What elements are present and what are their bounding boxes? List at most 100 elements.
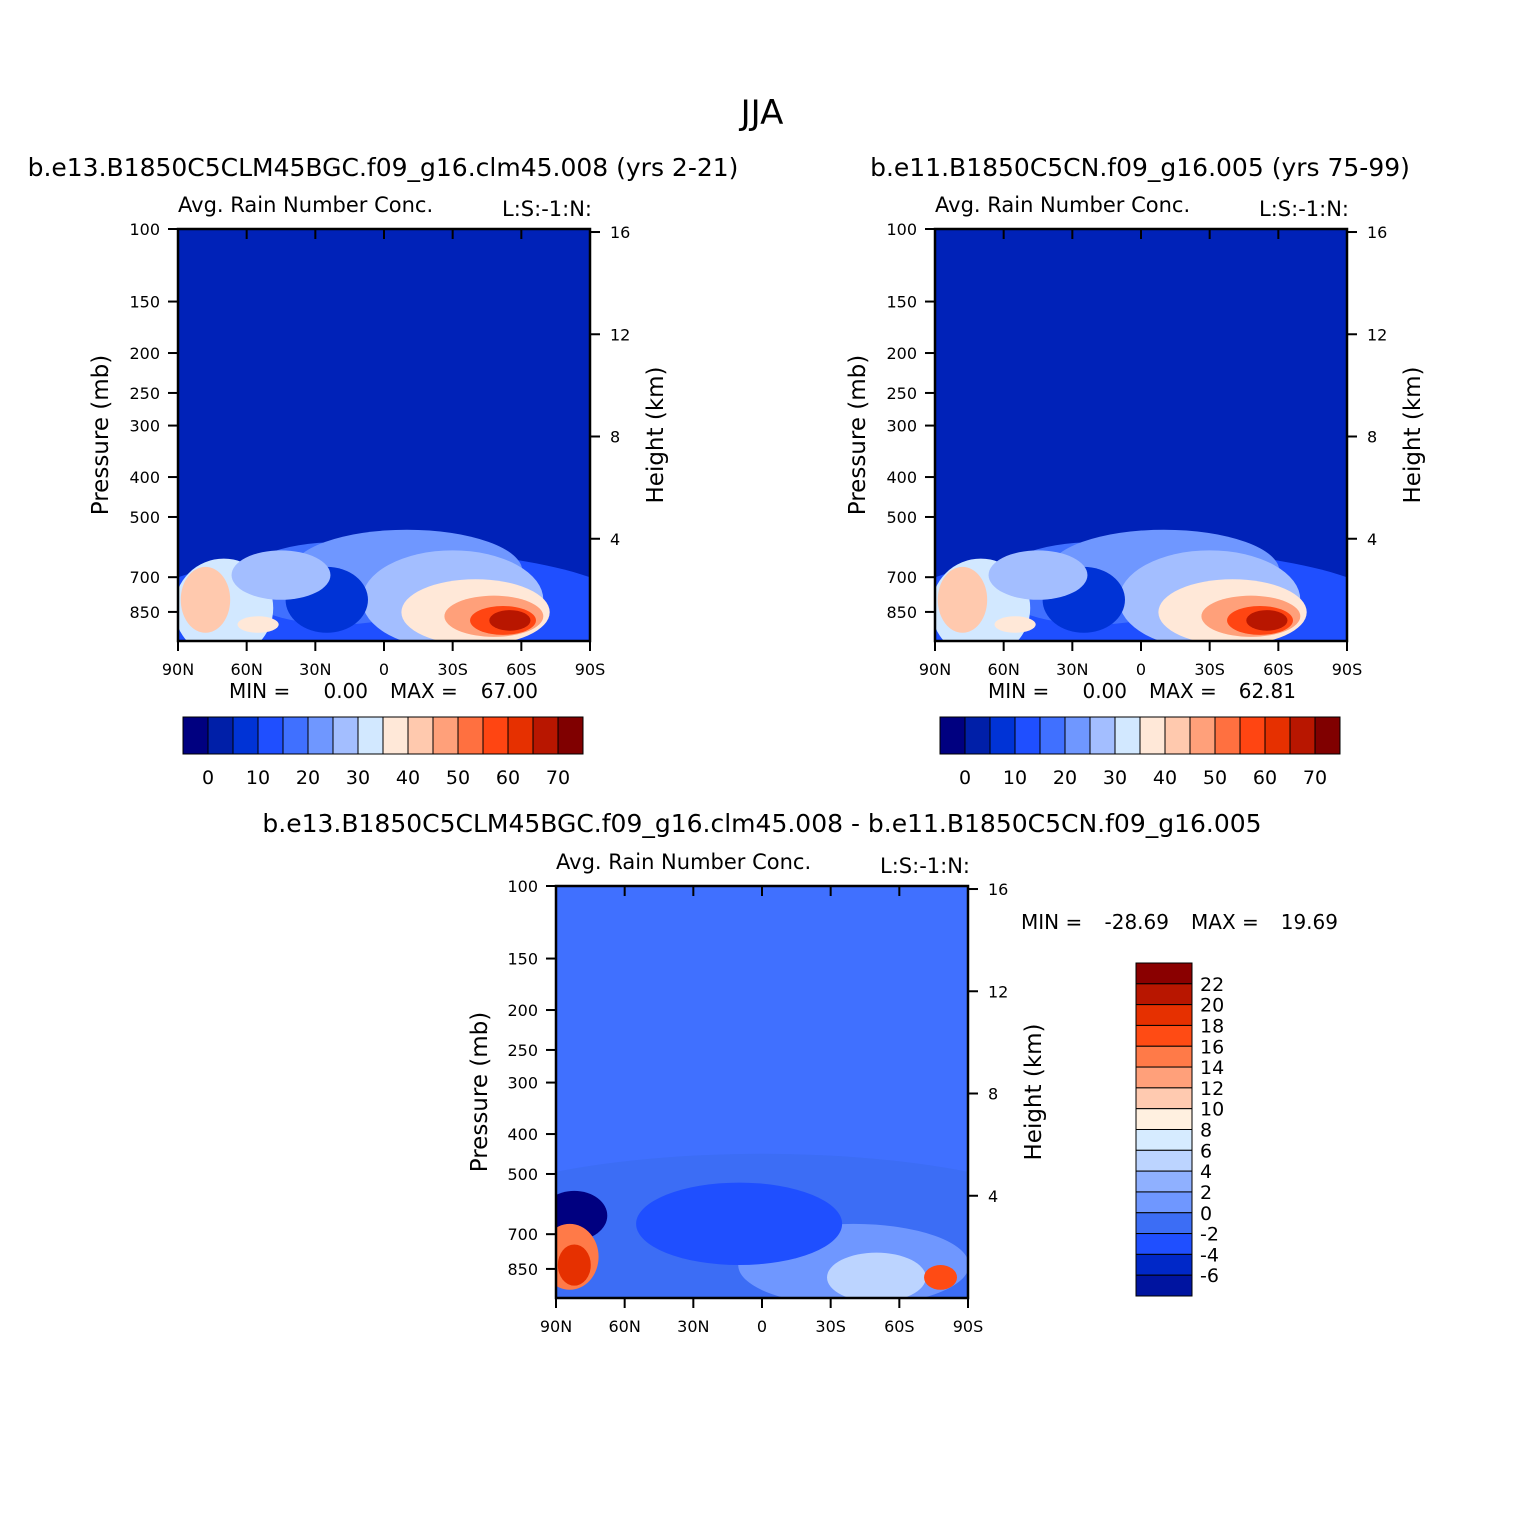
corner-label: L:S:-1:N: xyxy=(880,854,970,878)
colorbar-label: 10 xyxy=(246,767,270,789)
colorbar-box xyxy=(532,716,559,755)
y-tick-label: 300 xyxy=(886,417,917,436)
contour-region xyxy=(557,1244,591,1286)
colorbar-box xyxy=(1189,716,1216,755)
x-tick-label: 90S xyxy=(953,1317,984,1336)
y-right-tick-label: 4 xyxy=(1367,530,1377,549)
colorbar-box xyxy=(307,716,334,755)
colorbar-label: 12 xyxy=(1200,1078,1224,1100)
max-value: 67.00 xyxy=(481,679,538,703)
colorbar-box xyxy=(282,716,309,755)
y-axis-left: 100 150 200 250 300 400 500 700 850 xyxy=(886,220,935,622)
colorbar-box xyxy=(1164,716,1191,755)
x-axis: 90N 60N 30N 0 30S 60S 90S xyxy=(162,229,605,679)
colorbar-box xyxy=(382,716,409,755)
y-tick-label: 500 xyxy=(507,1165,538,1184)
x-tick-label: 90S xyxy=(1332,660,1363,679)
y-axis-right-label: Height (km) xyxy=(1021,1023,1047,1160)
y-tick-label: 400 xyxy=(507,1125,538,1144)
colorbar-label: 0 xyxy=(959,767,971,789)
y-right-tick-label: 4 xyxy=(988,1187,998,1206)
x-tick-label: 30N xyxy=(677,1317,709,1336)
y-tick-label: 500 xyxy=(129,508,160,527)
y-right-tick-label: 8 xyxy=(1367,428,1377,447)
colorbar-label: 8 xyxy=(1200,1120,1212,1142)
y-tick-label: 400 xyxy=(129,468,160,487)
y-tick-label: 150 xyxy=(129,293,160,312)
colorbar-box xyxy=(1014,716,1041,755)
colorbar-box xyxy=(1139,716,1166,755)
x-tick-label: 0 xyxy=(757,1317,767,1336)
x-tick-label: 90N xyxy=(540,1317,572,1336)
x-tick-label: 30S xyxy=(815,1317,846,1336)
colorbar-box xyxy=(432,716,459,755)
y-tick-label: 700 xyxy=(886,568,917,587)
y-tick-label: 500 xyxy=(886,508,917,527)
colorbar-box xyxy=(964,716,991,755)
x-tick-label: 90S xyxy=(575,660,606,679)
colorbar-box xyxy=(557,716,584,755)
panel-subtitle: Avg. Rain Number Conc. xyxy=(178,193,433,217)
contour-region xyxy=(937,566,988,633)
contour-region xyxy=(827,1252,926,1298)
max-label: MAX = xyxy=(390,679,458,703)
contour-region xyxy=(636,1182,843,1266)
colorbar-label: 60 xyxy=(1253,767,1277,789)
y-tick-label: 850 xyxy=(129,603,160,622)
colorbar-box xyxy=(1089,716,1116,755)
y-tick-label: 300 xyxy=(507,1074,538,1093)
colorbar-box xyxy=(182,716,209,755)
y-right-tick-label: 8 xyxy=(988,1085,998,1104)
colorbar-label: 20 xyxy=(1053,767,1077,789)
y-tick-label: 700 xyxy=(507,1225,538,1244)
colorbar-box xyxy=(1135,1233,1193,1255)
colorbar-box xyxy=(507,716,534,755)
panel-subtitle: Avg. Rain Number Conc. xyxy=(935,193,1190,217)
contour-region xyxy=(1246,610,1288,631)
y-right-tick-label: 12 xyxy=(610,325,630,344)
colorbar-box xyxy=(1135,983,1193,1006)
x-tick-label: 60S xyxy=(1263,660,1294,679)
colorbar-label: 2 xyxy=(1200,1182,1212,1204)
y-tick-label: 150 xyxy=(507,950,538,969)
colorbar-label: -2 xyxy=(1200,1224,1219,1246)
y-tick-label: 850 xyxy=(507,1260,538,1279)
y-tick-label: 400 xyxy=(886,468,917,487)
y-tick-label: 200 xyxy=(886,344,917,363)
y-right-tick-label: 4 xyxy=(610,530,620,549)
contour-region xyxy=(231,550,331,600)
colorbar-box xyxy=(1114,716,1141,755)
y-tick-label: 100 xyxy=(886,220,917,239)
colorbar-box xyxy=(1135,1253,1193,1276)
corner-label: L:S:-1:N: xyxy=(1259,197,1349,221)
y-axis-right-label: Height (km) xyxy=(643,366,669,503)
colorbar-label: 20 xyxy=(296,767,320,789)
y-right-tick-label: 16 xyxy=(610,223,630,242)
contour-region xyxy=(237,616,279,633)
contour-region xyxy=(180,566,231,633)
colorbar-label: 30 xyxy=(1103,767,1127,789)
colorbar-label: 10 xyxy=(1200,1099,1224,1121)
min-value: -28.69 xyxy=(1105,910,1169,934)
colorbar-label: 6 xyxy=(1200,1140,1212,1162)
colorbar-box xyxy=(1264,716,1291,755)
y-tick-label: 200 xyxy=(507,1001,538,1020)
y-axis-left: 100 150 200 250 300 400 500 700 850 xyxy=(507,877,556,1279)
y-axis-right: 16 12 8 4 xyxy=(1347,223,1387,549)
colorbar-label: 18 xyxy=(1200,1015,1224,1037)
y-tick-label: 100 xyxy=(129,220,160,239)
y-axis-label: Pressure (mb) xyxy=(467,1012,493,1172)
colorbar-box xyxy=(232,716,259,755)
colorbar-box xyxy=(357,716,384,755)
colorbar-box xyxy=(332,716,359,755)
colorbar-box xyxy=(1135,1108,1193,1130)
y-axis-label: Pressure (mb) xyxy=(845,355,871,515)
colorbar-box xyxy=(207,716,234,755)
colorbar: 0 10 20 30 40 50 60 70 xyxy=(939,716,1341,789)
colorbar: 0 10 20 30 40 50 60 70 xyxy=(182,716,584,789)
y-right-tick-label: 16 xyxy=(988,880,1008,899)
y-right-tick-label: 12 xyxy=(1367,325,1387,344)
y-tick-label: 250 xyxy=(507,1041,538,1060)
x-tick-label: 90N xyxy=(162,660,194,679)
colorbar-box xyxy=(1135,1274,1193,1297)
